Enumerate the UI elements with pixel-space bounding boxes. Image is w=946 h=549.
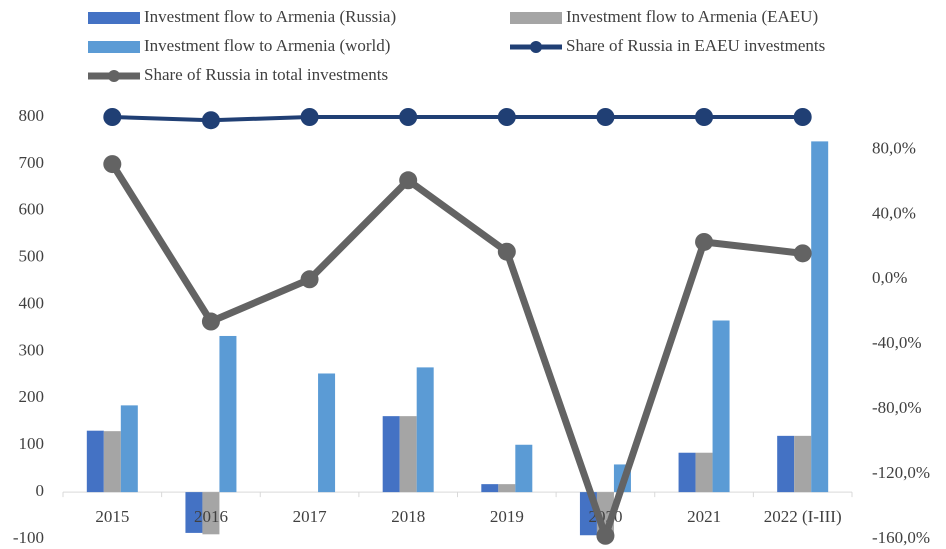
legend-swatch (88, 41, 140, 53)
line-marker (793, 244, 812, 263)
y2-tick-label: -80,0% (872, 398, 922, 417)
bar (777, 435, 795, 493)
legend-label: Investment flow to Armenia (world) (144, 36, 390, 55)
line (112, 115, 803, 123)
y-tick-label: 100 (19, 434, 45, 453)
legend-swatch (88, 12, 140, 24)
line-marker (793, 108, 812, 126)
legend-swatch (510, 12, 562, 24)
line-marker (695, 108, 714, 126)
bar (318, 373, 336, 493)
line-marker (300, 270, 319, 289)
y-tick-label: -100 (13, 528, 44, 547)
bar (382, 416, 400, 493)
bar (678, 452, 696, 493)
legend-marker (108, 70, 120, 82)
y2-tick-label: 0,0% (872, 268, 907, 287)
y2-tick-label: -120,0% (872, 463, 930, 482)
line-marker (497, 242, 516, 261)
bar (185, 492, 203, 533)
y-tick-label: 0 (36, 481, 45, 500)
x-tick-label: 2017 (293, 507, 328, 526)
line (109, 162, 804, 540)
line-marker (201, 111, 220, 130)
y2-tick-label: -40,0% (872, 333, 922, 352)
bar (219, 335, 237, 493)
line-marker (596, 526, 615, 545)
bar (103, 431, 121, 493)
y-tick-label: 800 (19, 106, 45, 125)
bar (695, 452, 713, 493)
y-tick-label: 300 (19, 340, 45, 359)
line-marker (695, 232, 714, 251)
x-tick-label: 2021 (687, 507, 721, 526)
legend-label: Investment flow to Armenia (Russia) (144, 7, 396, 26)
x-tick-label: 2016 (194, 507, 228, 526)
y-tick-label: 600 (19, 200, 45, 219)
bar (399, 416, 417, 493)
y2-tick-label: 80,0% (872, 138, 916, 157)
bar (202, 492, 220, 535)
line-marker (300, 108, 319, 126)
bar (794, 435, 812, 493)
bar (120, 405, 138, 493)
bar (86, 430, 104, 493)
y2-tick-label: -160,0% (872, 528, 930, 547)
legend-marker (530, 41, 542, 53)
line-marker (201, 312, 220, 331)
bar (481, 484, 499, 493)
y-tick-label: 200 (19, 387, 45, 406)
line-marker (103, 155, 122, 174)
bar (712, 320, 730, 493)
legend-label: Share of Russia in EAEU investments (566, 36, 825, 55)
bar (416, 367, 434, 493)
bar (498, 484, 516, 493)
line-marker (596, 108, 615, 126)
y-tick-label: 400 (19, 293, 45, 312)
y-tick-label: 500 (19, 247, 45, 266)
y2-tick-label: 40,0% (872, 203, 916, 222)
legend-label: Investment flow to Armenia (EAEU) (566, 7, 818, 26)
legend-label: Share of Russia in total investments (144, 65, 388, 84)
bar (811, 141, 829, 493)
x-tick-label: 2019 (490, 507, 524, 526)
bar (515, 444, 533, 493)
line-marker (497, 108, 516, 126)
x-tick-label: 2015 (95, 507, 129, 526)
line-marker (399, 108, 418, 126)
y-tick-label: 700 (19, 153, 45, 172)
x-tick-label: 2022 (I-III) (764, 507, 842, 526)
line-marker (103, 108, 122, 126)
x-tick-label: 2018 (391, 507, 425, 526)
line-marker (399, 171, 418, 190)
